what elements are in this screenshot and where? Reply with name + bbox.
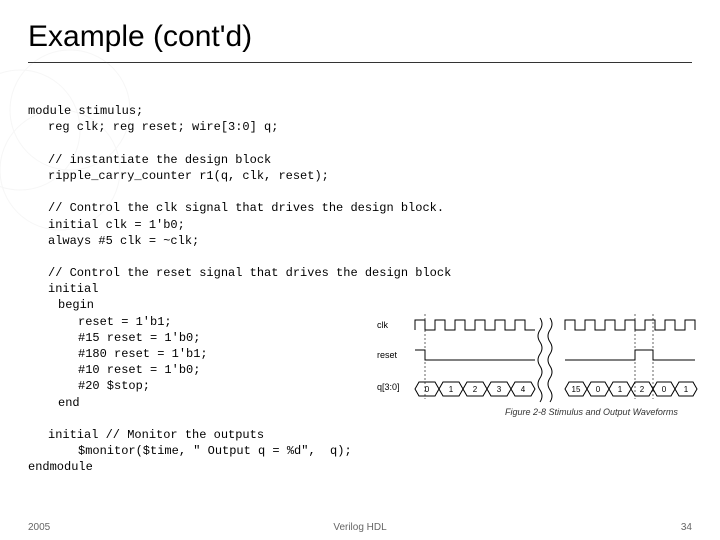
code-line: begin bbox=[28, 298, 94, 312]
code-line: reset = 1'b1; bbox=[28, 315, 172, 329]
svg-text:3: 3 bbox=[497, 385, 502, 394]
page-title: Example (cont'd) bbox=[28, 20, 692, 54]
svg-text:4: 4 bbox=[521, 385, 526, 394]
svg-text:0: 0 bbox=[425, 385, 430, 394]
svg-text:15: 15 bbox=[572, 385, 581, 394]
svg-text:1: 1 bbox=[618, 385, 623, 394]
slide: Example (cont'd) module stimulus; reg cl… bbox=[0, 0, 720, 540]
title-area: Example (cont'd) bbox=[28, 20, 692, 63]
waveform-figure: clk reset q[3:0] 0 1 2 3 4 15 0 1 2 0 1 bbox=[375, 314, 700, 417]
wf-label-q: q[3:0] bbox=[377, 382, 400, 392]
svg-text:2: 2 bbox=[640, 385, 645, 394]
wf-clk bbox=[415, 320, 695, 330]
code-line: module stimulus; bbox=[28, 104, 143, 118]
svg-text:0: 0 bbox=[596, 385, 601, 394]
code-comment: // instantiate the design block bbox=[28, 153, 271, 167]
code-line: reg clk; reg reset; wire[3:0] q; bbox=[28, 120, 278, 134]
wf-break bbox=[538, 318, 552, 402]
code-line: initial clk = 1'b0; bbox=[28, 218, 185, 232]
code-line: #20 $stop; bbox=[28, 379, 150, 393]
waveform-caption: Figure 2-8 Stimulus and Output Waveforms bbox=[375, 407, 700, 417]
svg-text:1: 1 bbox=[449, 385, 454, 394]
code-line: #15 reset = 1'b0; bbox=[28, 331, 200, 345]
code-line: endmodule bbox=[28, 460, 93, 474]
code-comment: // Control the reset signal that drives … bbox=[28, 266, 451, 280]
code-line: initial // Monitor the outputs bbox=[28, 428, 264, 442]
code-comment: // Control the clk signal that drives th… bbox=[28, 201, 444, 215]
code-line: ripple_carry_counter r1(q, clk, reset); bbox=[28, 169, 329, 183]
code-line: #10 reset = 1'b0; bbox=[28, 363, 200, 377]
footer-page: 34 bbox=[681, 522, 692, 533]
wf-qbus bbox=[415, 382, 697, 396]
waveform-svg: clk reset q[3:0] 0 1 2 3 4 15 0 1 2 0 1 bbox=[375, 314, 700, 404]
code-line: $monitor($time, " Output q = %d", q); bbox=[28, 444, 352, 458]
code-block: module stimulus; reg clk; reg reset; wir… bbox=[28, 87, 692, 476]
code-line: initial bbox=[28, 282, 98, 296]
code-line: end bbox=[28, 396, 80, 410]
svg-text:2: 2 bbox=[473, 385, 478, 394]
svg-text:0: 0 bbox=[662, 385, 667, 394]
footer-year: 2005 bbox=[28, 522, 50, 533]
wf-reset bbox=[415, 350, 695, 360]
wf-label-reset: reset bbox=[377, 350, 398, 360]
code-line: always #5 clk = ~clk; bbox=[28, 234, 199, 248]
wf-label-clk: clk bbox=[377, 320, 388, 330]
svg-text:1: 1 bbox=[684, 385, 689, 394]
footer-title: Verilog HDL bbox=[333, 522, 386, 533]
code-line: #180 reset = 1'b1; bbox=[28, 347, 208, 361]
